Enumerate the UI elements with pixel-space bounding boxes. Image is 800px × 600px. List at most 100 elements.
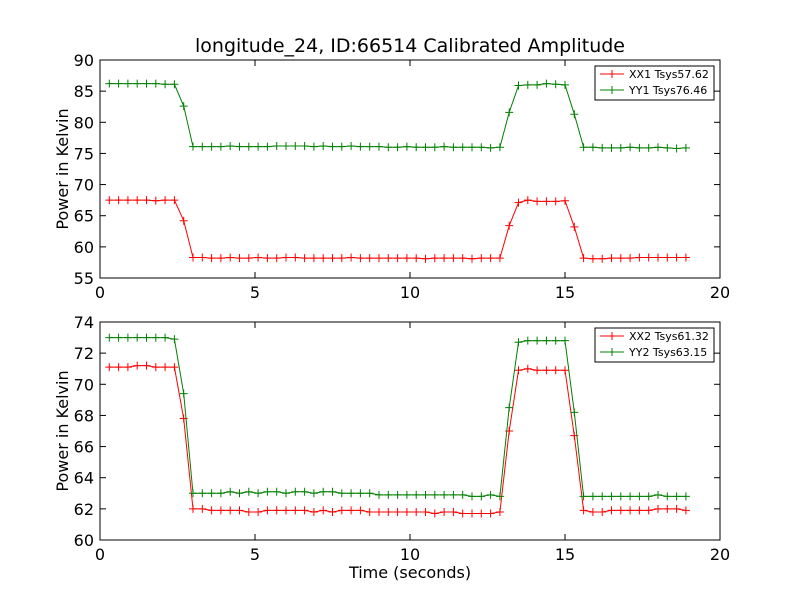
- bottom-series-0-point: [440, 507, 449, 516]
- top-series-0-point: [598, 254, 607, 263]
- bottom-legend-label-yy2: YY2 Tsys63.15: [628, 346, 707, 359]
- top-series-1-point: [365, 142, 374, 151]
- top-series-0-point: [384, 254, 393, 263]
- bottom-series-1-point: [198, 489, 207, 498]
- bottom-series-1-point: [672, 492, 681, 501]
- top-x-tick-label: 0: [95, 283, 105, 302]
- bottom-series-1-point: [309, 489, 318, 498]
- bottom-series-1-point: [393, 490, 402, 499]
- top-series-1-point: [189, 142, 197, 151]
- bottom-plot-frame: [99, 321, 721, 541]
- bottom-series-1-point: [226, 487, 235, 496]
- top-series-1-point: [644, 143, 653, 152]
- bottom-series-1-point: [328, 487, 337, 496]
- bottom-series-0-point: [291, 506, 300, 515]
- bottom-series-0-point: [282, 506, 290, 515]
- top-series-0-point: [626, 254, 635, 263]
- top-series-0-point: [523, 196, 532, 205]
- top-series-1-point: [598, 143, 607, 152]
- bottom-y-tick-label: 64: [74, 469, 94, 488]
- top-series-1-point: [384, 143, 393, 152]
- top-series-1-point: [542, 79, 551, 88]
- bottom-series-1-point: [458, 490, 467, 499]
- top-legend-label-yy1: YY1 Tsys76.46: [628, 84, 707, 97]
- top-series-1-point: [226, 141, 235, 150]
- bottom-series-0-point: [244, 507, 253, 516]
- bottom-x-tick-label: 20: [710, 545, 730, 564]
- top-series-1-point: [375, 142, 383, 151]
- bottom-series-0-point: [337, 506, 346, 515]
- bottom-series-1-point: [114, 333, 123, 342]
- top-series-0-point: [282, 253, 290, 262]
- top-series-0-point: [300, 254, 309, 263]
- bottom-series-1-point: [207, 489, 216, 498]
- bottom-series-1-point: [402, 490, 411, 499]
- bottom-y-tick-label: 66: [74, 438, 94, 457]
- bottom-series-0-point: [319, 506, 328, 515]
- top-series-1-point: [477, 143, 486, 152]
- bottom-series-0-point: [161, 363, 170, 372]
- bottom-series-1-point: [365, 489, 374, 498]
- bottom-series-0-point: [198, 504, 207, 513]
- bottom-series-1-point: [263, 487, 272, 496]
- bottom-series-0-point: [105, 363, 114, 372]
- top-series-1-point: [142, 79, 151, 88]
- top-series-1-point: [272, 141, 281, 150]
- top-y-axis-label: Power in Kelvin: [53, 108, 72, 229]
- top-series-0-point: [216, 254, 225, 263]
- bottom-series-0-point: [616, 506, 625, 515]
- bottom-series-0-point: [402, 507, 411, 516]
- top-y-tick-label: 75: [74, 144, 94, 163]
- bottom-series-0-point: [309, 507, 318, 516]
- top-series-1-point: [672, 144, 681, 153]
- bottom-y-tick-label: 60: [74, 531, 94, 550]
- bottom-series-1-point: [542, 336, 551, 345]
- top-series-0-point: [309, 254, 318, 263]
- bottom-series-1-point: [412, 490, 421, 499]
- top-series-0-point: [533, 197, 542, 206]
- top-series-0-point: [170, 196, 179, 205]
- bottom-series-1-point: [347, 489, 356, 498]
- bottom-subplot: Power in Kelvin Time (seconds) 0 5 10 15…: [53, 313, 730, 582]
- bottom-series-0-point: [421, 507, 430, 516]
- bottom-series-0-point: [263, 506, 272, 515]
- bottom-series-0-point: [626, 506, 635, 515]
- bottom-series-0-point: [533, 366, 542, 375]
- top-series-0-point: [477, 254, 486, 263]
- bottom-series-1-point: [644, 492, 653, 501]
- bottom-series-1-point: [430, 490, 439, 499]
- bottom-series-0-point: [644, 506, 653, 515]
- top-series-0-point: [654, 253, 662, 262]
- bottom-series-1-point: [133, 333, 142, 342]
- bottom-series-1-point: [151, 333, 160, 342]
- bottom-series-1-point: [588, 492, 597, 501]
- top-series-1-point: [449, 143, 458, 152]
- top-series-1-point: [570, 110, 579, 119]
- top-series-1-point: [161, 80, 170, 89]
- top-series-1-point: [505, 108, 514, 117]
- bottom-series-0-point: [375, 507, 383, 516]
- bottom-series-0-point: [477, 509, 486, 518]
- top-series-0-point: [468, 254, 476, 263]
- bottom-series-0-point: [542, 366, 551, 375]
- top-series-0-point: [347, 253, 356, 262]
- top-series-1-point: [263, 142, 272, 151]
- top-chart-title: longitude_24, ID:66514 Calibrated Amplit…: [195, 35, 625, 57]
- top-series-1-point: [198, 142, 207, 151]
- bottom-series-1-point: [616, 492, 625, 501]
- bottom-series-1-point: [468, 492, 476, 501]
- bottom-series-0-point: [561, 366, 569, 375]
- top-series-1-point: [588, 143, 597, 152]
- top-series-1-point: [216, 142, 225, 151]
- top-series-0-point: [123, 196, 132, 205]
- top-series-1-point: [151, 79, 160, 88]
- bottom-tick-labels: 0 5 10 15 20 60 62 64 66 68 70 72 74: [74, 313, 731, 564]
- top-series-0-point: [189, 253, 197, 262]
- top-series-1-point: [347, 141, 356, 150]
- bottom-series-1-point: [300, 487, 309, 496]
- bottom-series-0-point: [356, 506, 365, 515]
- bottom-series-0-point: [672, 504, 681, 513]
- bottom-series-0-point: [207, 506, 216, 515]
- bottom-series-0-point: [328, 507, 337, 516]
- top-series-0-point: [179, 216, 188, 225]
